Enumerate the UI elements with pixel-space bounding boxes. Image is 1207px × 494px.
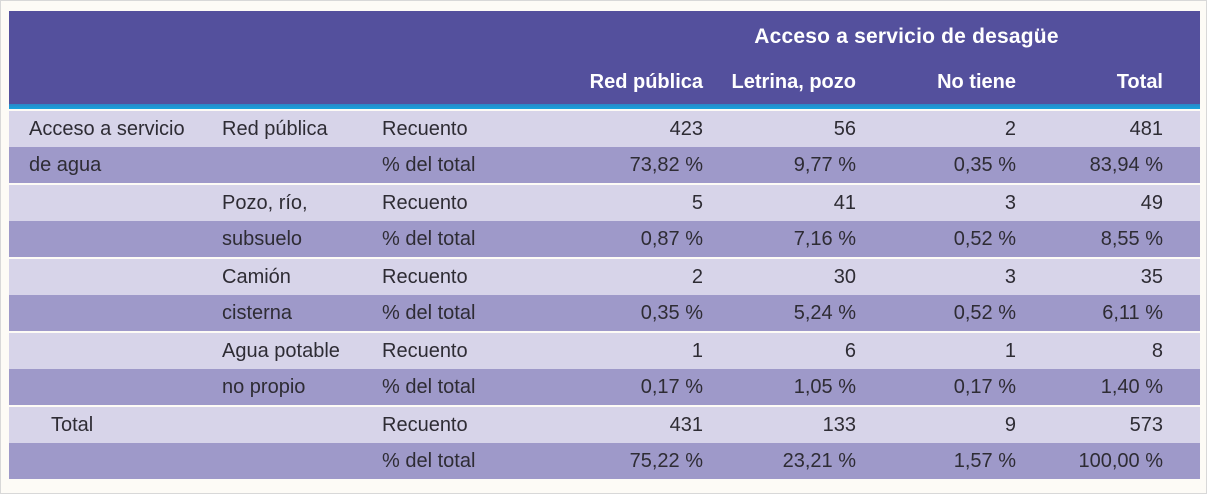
cell-value: 1 — [691, 340, 703, 362]
cell-value: 9 — [1004, 414, 1016, 436]
measure-label: Recuento — [382, 266, 468, 288]
cell-value: 133 — [822, 414, 856, 436]
cell-value: 5 — [691, 192, 703, 214]
table-row: de agua % del total 73,82 % 9,77 % 0,35 … — [9, 147, 1200, 183]
category-label: Camión — [222, 266, 291, 288]
cell-value: 0,17 % — [640, 376, 703, 398]
total-row-label: Total — [51, 414, 94, 436]
cell-value: 56 — [833, 118, 856, 140]
table-row: cisterna % del total 0,35 % 5,24 % 0,52 … — [9, 295, 1200, 331]
column-header-letrina-pozo: Letrina, pozo — [731, 71, 856, 93]
measure-label: % del total — [382, 154, 476, 176]
table-row: no propio % del total 0,17 % 1,05 % 0,17… — [9, 369, 1200, 405]
cell-value: 9,77 % — [793, 154, 856, 176]
measure-label: % del total — [382, 228, 476, 250]
measure-label: Recuento — [382, 414, 468, 436]
cell-value: 0,17 % — [953, 376, 1016, 398]
cell-value: 30 — [833, 266, 856, 288]
category-label: Red pública — [222, 118, 328, 140]
cell-value: 6,11 % — [1102, 302, 1163, 324]
cell-value: 6 — [844, 340, 856, 362]
table-title: Acceso a servicio de desagüe — [754, 25, 1059, 48]
cell-value: 49 — [1140, 192, 1163, 214]
measure-label: Recuento — [382, 340, 468, 362]
cell-value: 0,52 % — [953, 228, 1016, 250]
table-row: subsuelo % del total 0,87 % 7,16 % 0,52 … — [9, 221, 1200, 257]
measure-label: % del total — [382, 450, 476, 472]
category-label: no propio — [222, 376, 306, 398]
cell-value: 23,21 % — [782, 450, 856, 472]
cell-value: 7,16 % — [793, 228, 856, 250]
cell-value: 0,35 % — [953, 154, 1016, 176]
cell-value: 35 — [1140, 266, 1163, 288]
cell-value: 0,52 % — [953, 302, 1016, 324]
cell-value: 423 — [669, 118, 703, 140]
column-header-red-publica: Red pública — [589, 71, 703, 93]
table-row: Acceso a servicio Red pública Recuento 4… — [9, 111, 1200, 147]
category-label: cisterna — [222, 302, 293, 324]
cell-value: 41 — [833, 192, 856, 214]
table-row: Total Recuento 431 133 9 573 — [9, 407, 1200, 443]
cell-value: 1,57 % — [953, 450, 1016, 472]
cell-value: 3 — [1004, 266, 1016, 288]
table-row: % del total 75,22 % 23,21 % 1,57 % 100,0… — [9, 443, 1200, 479]
cell-value: 2 — [691, 266, 703, 288]
cell-value: 0,87 % — [640, 228, 703, 250]
table-row: Camión Recuento 2 30 3 35 — [9, 259, 1200, 295]
cell-value: 1,40 % — [1100, 376, 1163, 398]
category-label: Agua potable — [222, 340, 340, 362]
cell-value: 573 — [1129, 414, 1163, 436]
cell-value: 2 — [1004, 118, 1016, 140]
table-row: Pozo, río, Recuento 5 41 3 49 — [9, 185, 1200, 221]
cell-value: 100,00 % — [1078, 450, 1163, 472]
cell-value: 8 — [1151, 340, 1163, 362]
cell-value: 3 — [1004, 192, 1016, 214]
row-group-label-line1: Acceso a servicio — [29, 118, 185, 140]
cell-value: 5,24 % — [793, 302, 856, 324]
row-group-label-line2: de agua — [29, 154, 102, 176]
table-header: Acceso a servicio de desagüe Red pública… — [9, 11, 1200, 104]
column-header-total: Total — [1116, 71, 1163, 93]
cell-value: 73,82 % — [629, 154, 703, 176]
cell-value: 83,94 % — [1089, 154, 1163, 176]
table-row: Agua potable Recuento 1 6 1 8 — [9, 333, 1200, 369]
crosstab-table: Acceso a servicio de desagüe Red pública… — [9, 11, 1200, 479]
cell-value: 1 — [1004, 340, 1016, 362]
measure-label: Recuento — [382, 192, 468, 214]
table-header-columns-row: Red pública Letrina, pozo No tiene Total — [9, 71, 1200, 94]
cell-value: 431 — [669, 414, 703, 436]
category-label: subsuelo — [222, 228, 303, 250]
cell-value: 0,35 % — [640, 302, 703, 324]
cell-value: 1,05 % — [793, 376, 856, 398]
table-body: Acceso a servicio Red pública Recuento 4… — [9, 111, 1200, 479]
measure-label: Recuento — [382, 118, 468, 140]
category-label — [214, 147, 374, 183]
category-label: Pozo, río, — [222, 192, 308, 214]
measure-label: % del total — [382, 376, 476, 398]
column-header-no-tiene: No tiene — [937, 71, 1016, 93]
header-accent-line — [9, 104, 1200, 109]
cell-value: 8,55 % — [1100, 228, 1163, 250]
cell-value: 75,22 % — [629, 450, 703, 472]
cell-value: 481 — [1129, 118, 1163, 140]
table-header-title-row: Acceso a servicio de desagüe — [9, 25, 1200, 49]
measure-label: % del total — [382, 302, 476, 324]
